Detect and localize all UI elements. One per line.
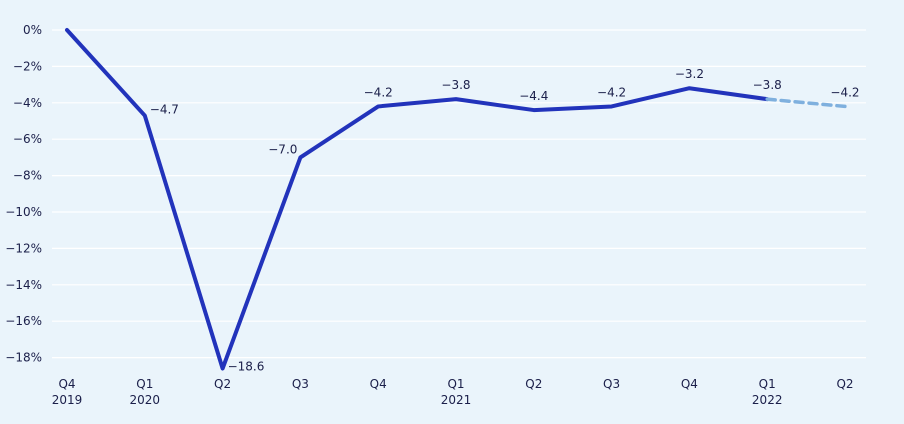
x-tick-label: Q4 — [58, 377, 75, 391]
series-line-dashed — [765, 97, 847, 109]
y-tick-label: −18% — [5, 351, 42, 365]
data-label: −4.2 — [597, 85, 626, 99]
y-tick-label: −14% — [5, 278, 42, 292]
data-label: −3.8 — [753, 78, 782, 92]
y-axis: 0% −2% −4% −6% −8% −10% −12% −14% −16% −18% — [5, 23, 42, 365]
x-tick-label: Q1 — [447, 377, 464, 391]
data-label: −4.2 — [830, 85, 859, 99]
series-line-solid — [65, 28, 770, 371]
data-label: −7.0 — [268, 142, 297, 156]
y-tick-label: −6% — [13, 132, 42, 146]
x-tick-label: Q2 — [525, 377, 542, 391]
x-tick-label: Q4 — [370, 377, 387, 391]
x-tick-label: Q1 — [136, 377, 153, 391]
y-tick-label: −16% — [5, 314, 42, 328]
y-tick-label: 0% — [23, 23, 42, 37]
y-tick-label: −12% — [5, 241, 42, 255]
y-tick-label: −8% — [13, 169, 42, 183]
x-tick-label: Q2 — [836, 377, 853, 391]
x-tick-label: Q3 — [603, 377, 620, 391]
x-tick-year: 2022 — [752, 393, 783, 407]
x-tick-label: Q1 — [759, 377, 776, 391]
x-axis: Q4 2019 Q1 2020 Q2 Q3 Q4 Q1 2021 Q2 Q3 Q4 Q1 2022 Q2 — [52, 377, 854, 407]
x-tick-year: 2021 — [441, 393, 472, 407]
y-tick-label: −10% — [5, 205, 42, 219]
data-label: −3.2 — [675, 67, 704, 81]
y-tick-label: −2% — [13, 59, 42, 73]
x-tick-label: Q3 — [292, 377, 309, 391]
x-tick-label: Q4 — [681, 377, 698, 391]
data-label: −4.2 — [364, 85, 393, 99]
x-tick-year: 2020 — [130, 393, 161, 407]
y-tick-label: −4% — [13, 96, 42, 110]
x-tick-year: 2019 — [52, 393, 83, 407]
data-label: −4.4 — [519, 89, 548, 103]
series-lines — [65, 28, 847, 371]
data-labels: −4.7 −18.6 −7.0 −4.2 −3.8 −4.4 −4.2 −3.2 −3.8 −4.… — [150, 67, 860, 373]
data-label: −3.8 — [441, 78, 470, 92]
data-label: −4.7 — [150, 103, 179, 117]
data-label: −18.6 — [228, 360, 265, 374]
x-tick-label: Q2 — [214, 377, 231, 391]
